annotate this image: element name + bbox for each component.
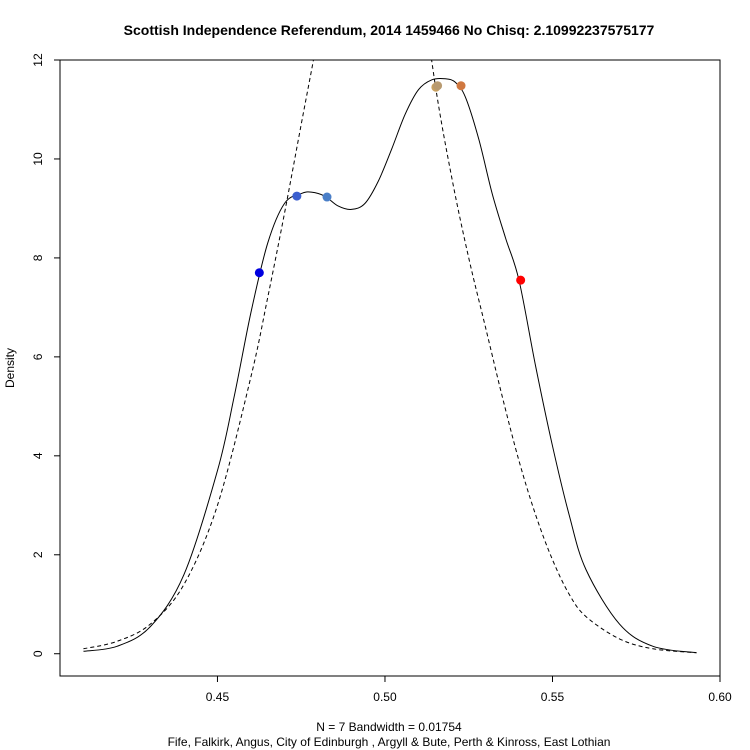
density-line-0: [83, 77, 697, 654]
x-axis-label-line1: N = 7 Bandwidth = 0.01754: [316, 720, 462, 734]
data-point-5: [456, 81, 466, 91]
plot-frame: [59, 59, 721, 677]
dashed-density-line-1: [83, 60, 314, 650]
x-tick-label-1: 0.50: [373, 690, 397, 704]
x-tick-label-2: 0.55: [541, 690, 565, 704]
y-tick-label-6: 12: [31, 53, 45, 67]
chart-title: Scottish Independence Referendum, 2014 1…: [124, 22, 655, 38]
y-tick-label-4: 8: [31, 254, 45, 261]
y-tick-label-0: 0: [31, 650, 45, 657]
plot-area: [83, 60, 697, 654]
y-axis: 0 2 4 6 8 10 12: [31, 53, 60, 657]
data-point-4: [433, 81, 443, 91]
dashed-density-line-2: [431, 60, 697, 654]
x-axis-label-line2: Fife, Falkirk, Angus, City of Edinburgh …: [168, 735, 611, 749]
data-point-2: [322, 192, 332, 202]
y-axis-label: Density: [3, 348, 17, 388]
y-tick-label-3: 6: [31, 353, 45, 360]
y-tick-label-5: 10: [31, 152, 45, 166]
data-point-0: [254, 268, 264, 278]
data-point-1: [292, 191, 302, 201]
x-tick-label-3: 0.60: [708, 690, 732, 704]
x-axis: 0.45 0.50 0.55 0.60: [206, 676, 732, 704]
x-tick-label-0: 0.45: [206, 690, 230, 704]
y-tick-label-1: 2: [31, 551, 45, 558]
y-tick-label-2: 4: [31, 452, 45, 459]
data-point-6: [516, 275, 526, 285]
